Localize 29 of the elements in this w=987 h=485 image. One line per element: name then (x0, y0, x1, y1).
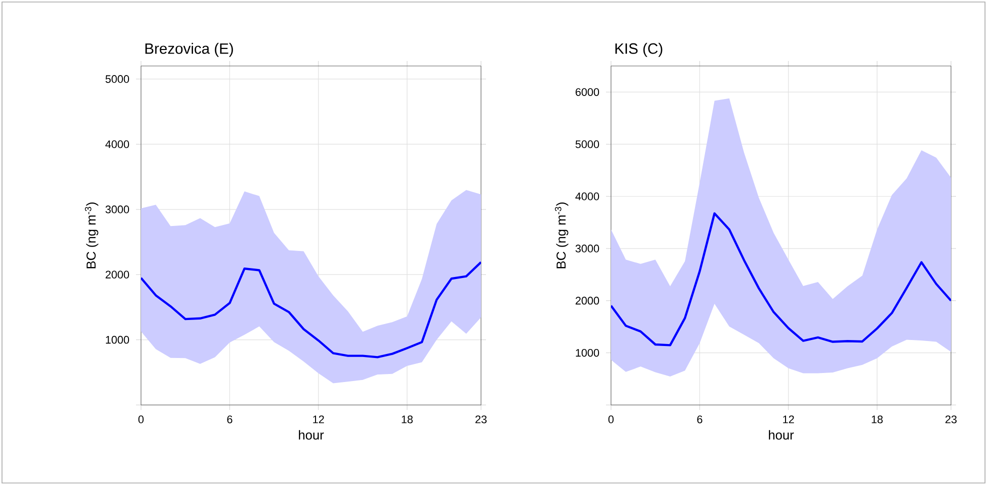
y-tick-label: 4000 (575, 192, 600, 200)
x-tick-label: 18 (872, 416, 883, 424)
x-tick-label: 12 (313, 416, 324, 424)
x-tick-label: 23 (475, 416, 487, 424)
x-tick-label: 6 (697, 416, 702, 424)
x-tick-label: 12 (783, 416, 794, 424)
chart-title: KIS (C) (615, 42, 662, 57)
y-tick-label: 4000 (105, 140, 130, 148)
y-tick-label: 6000 (576, 88, 600, 96)
y-tick-label: 3000 (106, 206, 130, 214)
y-tick-label: 1000 (106, 336, 130, 344)
x-tick-label: 0 (138, 416, 144, 424)
x-tick-label: 23 (945, 416, 957, 424)
y-tick-label: 5000 (106, 75, 130, 83)
y-tick-label: 1000 (576, 348, 600, 357)
line-series (141, 261, 482, 358)
y-tick-label: 3000 (576, 244, 600, 252)
x-tick-label: 0 (608, 416, 614, 424)
line-series (611, 212, 952, 346)
x-axis-title: hour (768, 430, 794, 440)
chart-title: Brezovica (E) (145, 42, 233, 57)
y-tick-label: 2000 (576, 296, 600, 305)
y-axis-title: BC (ng m$^{-3}$) (84, 202, 98, 268)
y-tick-label: 2000 (106, 270, 130, 278)
y-tick-label: 5000 (576, 140, 600, 148)
x-axis-title: hour (298, 430, 324, 440)
x-tick-label: 18 (402, 416, 413, 424)
x-tick-label: 6 (227, 416, 232, 424)
y-axis-title: BC (ng m$^{-3}$) (554, 202, 568, 268)
